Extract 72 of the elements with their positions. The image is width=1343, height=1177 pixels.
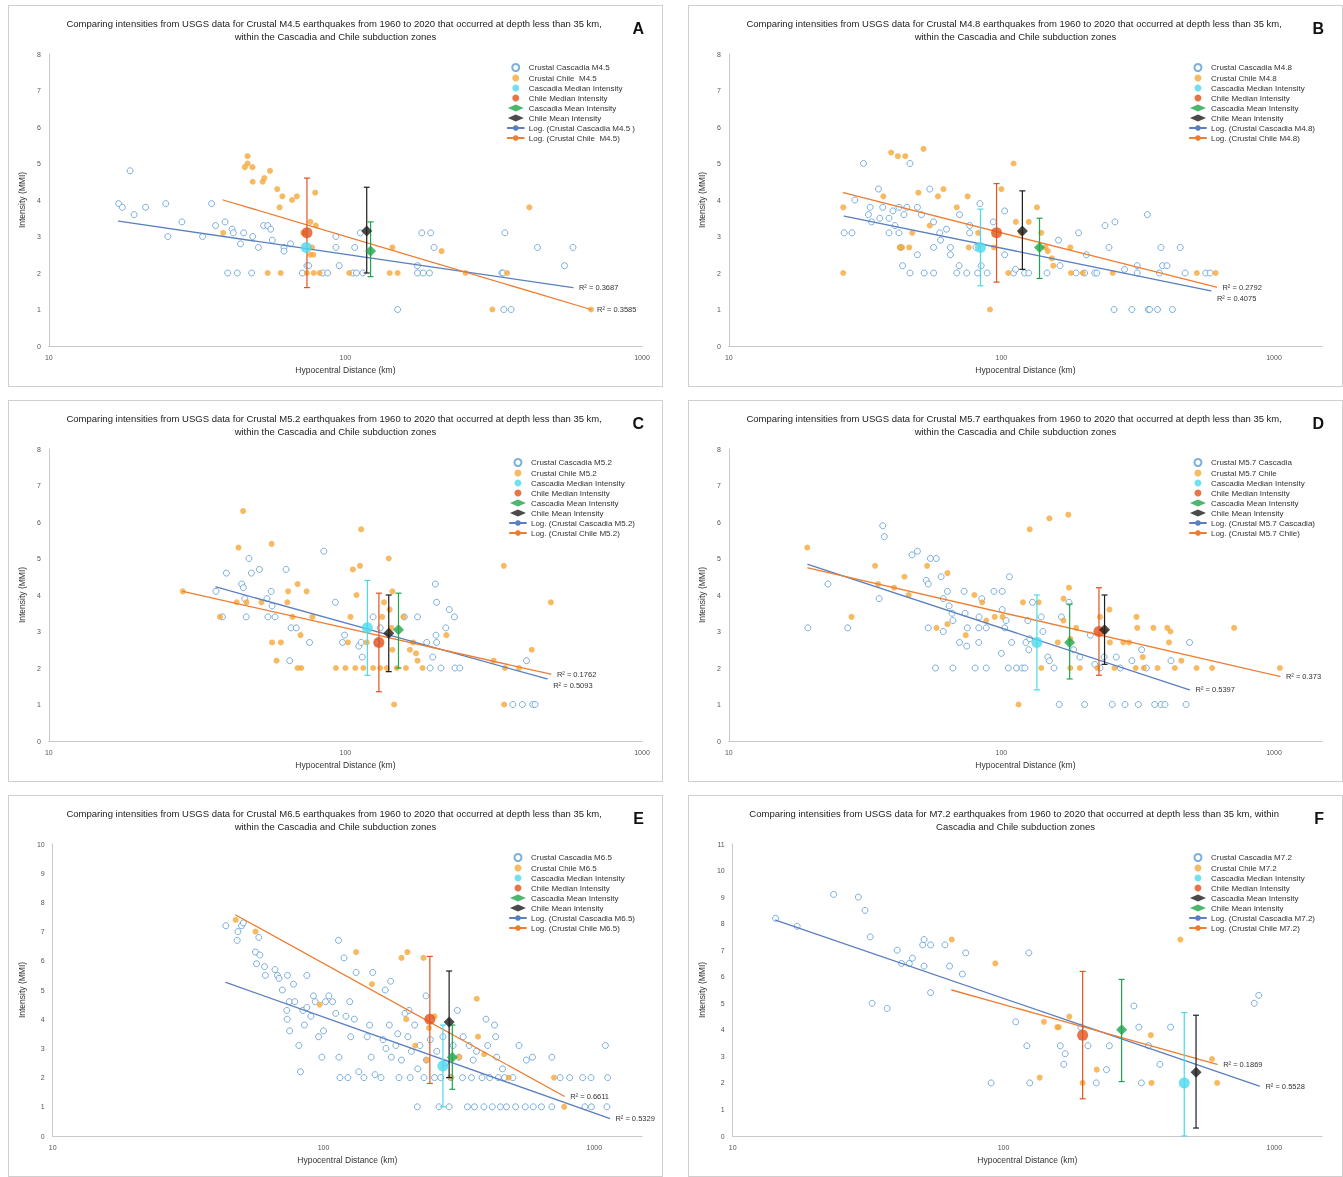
legend-label: Crustal Chile M4.8	[1210, 73, 1278, 83]
chart-title: Comparing intensities from USGS data for Crustal M4.8 earthquakes from 1960 to 2020 that occurred at depth less than 35 km, within the Cascadia and Chile subduction zones	[746, 18, 1285, 42]
legend-label: Cascadia Median Intensity	[530, 478, 625, 488]
legend-label: Cascadia Median Intensity	[1210, 83, 1305, 93]
legend-label: Crustal Cascadia M5.2	[530, 458, 613, 467]
y-axis-title: Intensity (MMI)	[696, 566, 707, 624]
legend-label: Log. (Crustal M5.7 Cascadia)	[1210, 518, 1316, 528]
legend-label: Crustal Cascadia M4.5	[528, 63, 611, 72]
legend-label: Cascadia Mean Intensity	[528, 103, 617, 113]
x-axis-title: Hypocentral Distance (km)	[295, 365, 396, 376]
legend-label: Log. (Crustal Chile M4.8)	[1210, 133, 1301, 143]
legend-label: Chile Median Intensity	[1210, 488, 1290, 498]
legend-label: Chile Mean Intensity	[530, 903, 604, 913]
legend-label: Crustal Chile M6.5	[530, 863, 598, 873]
legend-label: Chile Median Intensity	[530, 883, 610, 893]
legend-label: Cascadia Median Intensity	[1210, 873, 1305, 883]
legend-label: Cascadia Median Intensity	[530, 873, 625, 883]
chart-title: Comparing intensities from USGS data for M7.2 earthquakes from 1960 to 2020 that occurred at depth less than 35 km, within Cascadia and Chile subduction zones	[749, 808, 1282, 832]
x-axis-title: Hypocentral Distance (km)	[295, 760, 396, 771]
x-axis-title: Hypocentral Distance (km)	[297, 1155, 398, 1166]
y-axis-title: Intensity (MMI)	[16, 171, 27, 229]
legend-label: Cascadia Mean Intensity	[1210, 103, 1299, 113]
text: A	[632, 19, 645, 37]
chart-title: Comparing intensities from USGS data for Crustal M5.7 earthquakes from 1960 to 2020 that occurred at depth less than 35 km, within the Cascadia and Chile subduction zones	[746, 413, 1285, 437]
legend-label: Cascadia Mean Intensity	[530, 498, 619, 508]
legend-label: Cascadia Mean Intensity	[1210, 893, 1299, 903]
legend-label: Crustal M5.7 Cascadia	[1210, 458, 1293, 467]
legend-label: Log. (Crustal M5.7 Chile)	[1210, 528, 1301, 538]
y-axis-title: Intensity (MMI)	[16, 566, 27, 624]
legend-label: Chile Median Intensity	[530, 488, 610, 498]
x-axis-title: Hypocentral Distance (km)	[975, 365, 1076, 376]
y-axis-title: Intensity (MMI)	[696, 961, 707, 1019]
legend-label: Chile Median Intensity	[1210, 883, 1290, 893]
legend-label: Cascadia Mean Intensity	[1210, 498, 1299, 508]
text: D	[1312, 414, 1325, 432]
text: B	[1312, 19, 1325, 37]
legend-label: Log. (Crustal Cascadia M6.5)	[530, 913, 636, 923]
chart-title: Comparing intensities from USGS data for Crustal M5.2 earthquakes from 1960 to 2020 that occurred at depth less than 35 km, within the Cascadia and Chile subduction zones	[66, 413, 605, 437]
legend-label: Crustal Cascadia M7.2	[1210, 853, 1293, 862]
legend-label: Crustal Chile M7.2	[1210, 863, 1278, 873]
text: E	[633, 809, 645, 827]
chart-title: Comparing intensities from USGS data for Crustal M6.5 earthquakes from 1960 to 2020 that occurred at depth less than 35 km, within the Cascadia and Chile subduction zones	[66, 808, 605, 832]
legend-label: Log. (Crustal Chile M5.2)	[530, 528, 621, 538]
legend-label: Log. (Crustal Chile M6.5)	[530, 923, 621, 933]
legend-label: Log. (Crustal Chile M4.5)	[528, 133, 621, 143]
legend-label: Chile Mean Intensity	[530, 508, 604, 518]
legend-label: Crustal Chile M4.5	[528, 73, 598, 83]
legend-label: Crustal Cascadia M4.8	[1210, 63, 1293, 72]
legend-label: Log. (Crustal Chile M7.2)	[1210, 923, 1301, 933]
legend-label: Crustal Cascadia M6.5	[530, 853, 613, 862]
legend-label: Cascadia Median Intensity	[528, 83, 623, 93]
legend-label: Log. (Crustal Cascadia M5.2)	[530, 518, 636, 528]
legend-label: Chile Mean Intensity	[1210, 903, 1284, 913]
legend-label: Log. (Crustal Cascadia M7.2)	[1210, 913, 1316, 923]
y-axis-title: Intensity (MMI)	[16, 961, 27, 1019]
y-axis-title: Intensity (MMI)	[696, 171, 707, 229]
legend-label: Chile Mean Intensity	[528, 113, 602, 123]
x-axis-title: Hypocentral Distance (km)	[977, 1155, 1078, 1166]
text: F	[1314, 809, 1325, 827]
x-axis-title: Hypocentral Distance (km)	[975, 760, 1076, 771]
legend-label: Log. (Crustal Cascadia M4.5 )	[528, 123, 636, 133]
legend-label: Chile Mean Intensity	[1210, 113, 1284, 123]
legend-label: Cascadia Median Intensity	[1210, 478, 1305, 488]
legend-label: Crustal M5.7 Chile	[1210, 468, 1278, 478]
legend-label: Log. (Crustal Cascadia M4.8)	[1210, 123, 1316, 133]
legend-label: Chile Mean Intensity	[1210, 508, 1284, 518]
text: C	[632, 414, 645, 432]
legend-label: Cascadia Mean Intensity	[530, 893, 619, 903]
legend-label: Chile Median Intensity	[1210, 93, 1290, 103]
legend-label: Crustal Chile M5.2	[530, 468, 598, 478]
chart-title: Comparing intensities from USGS data for Crustal M4.5 earthquakes from 1960 to 2020 that occurred at depth less than 35 km, within the Cascadia and Chile subduction zones	[66, 18, 605, 42]
legend-label: Chile Median Intensity	[528, 93, 608, 103]
